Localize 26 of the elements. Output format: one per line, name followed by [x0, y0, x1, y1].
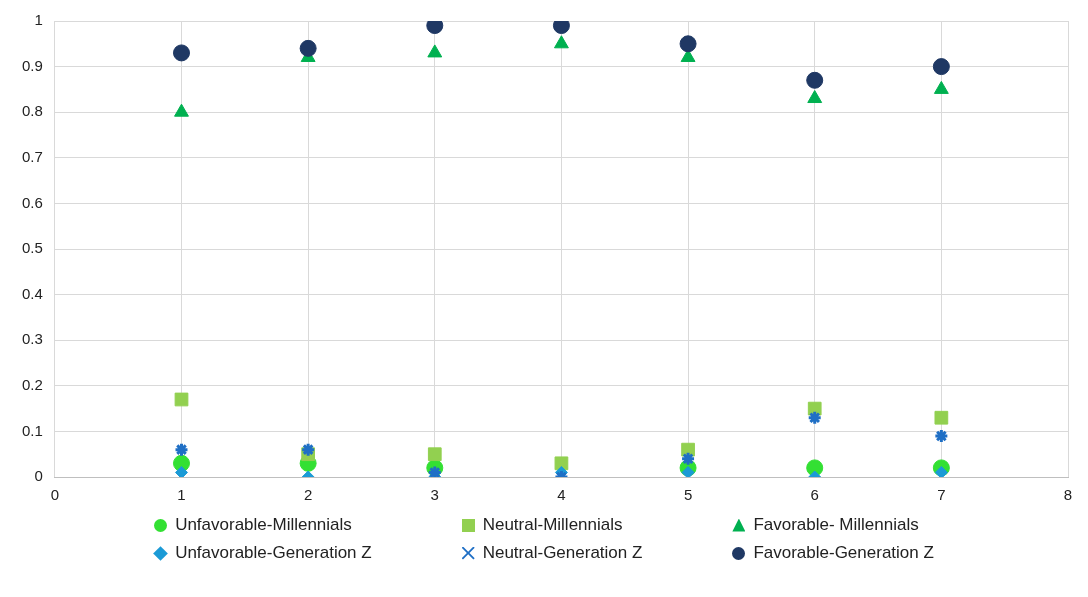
legend-label: Unfavorable-Millennials [175, 515, 352, 535]
x-tick-label: 7 [937, 486, 946, 504]
x-tick-label: 4 [557, 486, 566, 504]
legend-label: Favorable-Generation Z [753, 543, 934, 563]
y-tick-label: 0.9 [21, 56, 43, 74]
x-tick-label: 3 [430, 486, 439, 504]
x-tick-label: 6 [810, 486, 819, 504]
y-tick-label: 0.7 [21, 147, 43, 165]
y-tick-label: 0.5 [21, 239, 43, 257]
x-tick-label: 2 [303, 486, 313, 504]
y-tick-label: 0.2 [21, 375, 43, 393]
x-tick-label: 5 [683, 486, 693, 504]
y-tick-label: 0.6 [21, 193, 43, 211]
x-tick-label: 1 [177, 486, 186, 504]
legend-label: Unfavorable-Generation Z [175, 543, 372, 563]
y-tick-label: 0.3 [21, 330, 43, 348]
legend-label: Favorable- Millennials [753, 515, 919, 535]
legend-label: Neutral-Millennials [482, 515, 623, 535]
y-tick-label: 0.8 [21, 102, 43, 120]
x-tick-label: 0 [50, 486, 60, 504]
y-tick-label: 1 [34, 11, 43, 29]
x-tick-label: 8 [1063, 486, 1073, 504]
legend-label: Neutral-Generation Z [482, 543, 643, 563]
y-tick-label: 0.1 [21, 421, 43, 439]
y-tick-label: 0.4 [21, 284, 43, 302]
y-tick-label: 0 [34, 467, 43, 485]
